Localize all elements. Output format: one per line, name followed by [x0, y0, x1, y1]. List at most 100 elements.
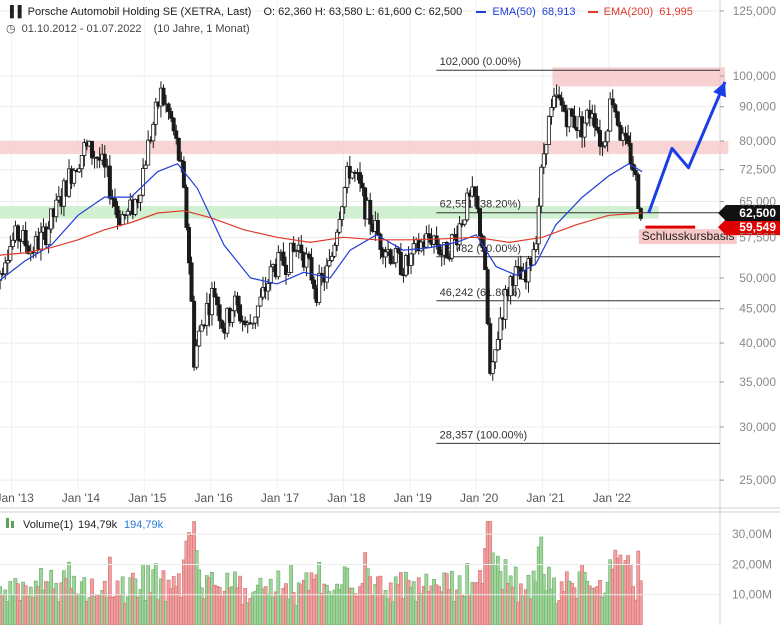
candle-body — [0, 273, 5, 276]
candle-body — [23, 230, 28, 247]
candle-body — [54, 199, 59, 218]
candle-body — [531, 249, 536, 266]
candle-body — [115, 205, 120, 219]
y-tick-label: 90,000 — [739, 100, 776, 114]
candle-body — [375, 220, 380, 235]
projection-arrowhead — [713, 81, 727, 98]
candle-body — [618, 124, 623, 141]
candle-body — [620, 132, 625, 141]
ema50-line — [0, 162, 643, 285]
candle-body — [82, 142, 87, 156]
x-tick-label: Jan '21 — [526, 491, 565, 505]
volume-legend-value: 194,79k — [78, 519, 118, 531]
y-tick-label: 25,000 — [739, 473, 776, 487]
candle-body — [125, 210, 130, 216]
candle-body — [572, 115, 577, 128]
candle-body — [171, 117, 176, 132]
fib-level-label: 46,242 (61.80%) — [440, 287, 521, 299]
candle-body — [306, 253, 311, 258]
header-line-2: ◷ 01.10.2012 - 01.07.2022 (10 Jahre, 1 M… — [6, 22, 253, 35]
candle-body — [46, 228, 51, 246]
header-line-1: ▐▐ Porsche Automobil Holding SE (XETRA, … — [6, 6, 696, 18]
y-tick-label: 80,000 — [739, 134, 776, 148]
ema200-legend-label: EMA(200) — [603, 6, 654, 18]
candle-body — [539, 166, 544, 207]
candle-body — [490, 361, 495, 374]
ema200-line — [0, 210, 643, 256]
ema50-legend-swatch — [476, 11, 487, 14]
candle-body — [360, 182, 365, 189]
candle-body — [544, 144, 549, 155]
x-tick-label: Jan '14 — [62, 491, 101, 505]
candle-body — [215, 296, 220, 306]
candle-body — [623, 132, 628, 137]
candle-body — [199, 324, 204, 332]
resistance-zone-top — [552, 67, 726, 87]
candle-body — [179, 159, 184, 162]
x-tick-label: Jan '15 — [128, 491, 167, 505]
candle-body — [475, 195, 480, 209]
candle-body — [592, 113, 597, 128]
candle-body — [174, 130, 179, 139]
fib-level-label: 102,000 (0.00%) — [440, 56, 521, 68]
candle-body — [38, 231, 43, 250]
candle-body — [549, 107, 554, 117]
support-zone — [0, 206, 659, 219]
candle-body — [582, 122, 587, 138]
volume-icon — [6, 518, 9, 528]
stop-label-box — [638, 229, 737, 245]
candle-body — [383, 251, 388, 258]
candle-body — [483, 247, 488, 271]
candle-body — [615, 111, 620, 126]
volume-bar — [638, 580, 643, 625]
x-tick-label: Jan '17 — [261, 491, 300, 505]
candle-body — [605, 130, 610, 143]
volume-legend-value-2: 194,79k — [124, 519, 164, 531]
last-price-flag-box — [718, 204, 780, 221]
candle-body — [238, 304, 243, 322]
candle-body — [340, 206, 345, 220]
candle-body — [628, 143, 633, 165]
candle-body — [3, 262, 8, 275]
chart-type-icon[interactable]: ▐▐ — [6, 6, 22, 18]
volume-bar — [513, 566, 518, 625]
candle-body — [255, 305, 260, 318]
candle-body — [434, 235, 439, 246]
candle-body — [477, 208, 482, 237]
ema200-legend-value: 61,995 — [659, 6, 693, 18]
candle-body — [633, 169, 638, 176]
candle-body — [192, 300, 197, 368]
fib-level-label: 28,357 (100.00%) — [440, 429, 527, 441]
candle-body — [534, 243, 539, 251]
candle-body — [437, 244, 442, 255]
candle-body — [613, 104, 618, 113]
candle-body — [391, 262, 396, 265]
candle-body — [541, 153, 546, 168]
candle-body — [309, 257, 314, 281]
candle-body — [444, 242, 449, 259]
candle-body — [449, 234, 454, 259]
candle-body — [597, 130, 602, 147]
candle-body — [146, 139, 151, 166]
x-tick-label: Jan '20 — [460, 491, 499, 505]
volume-icon-bar — [11, 521, 14, 528]
candle-body — [493, 349, 498, 363]
candle-body — [209, 288, 214, 316]
last-price-flag-label: 62,500 — [739, 206, 776, 220]
candle-body — [276, 251, 281, 278]
candle-body — [457, 223, 462, 246]
candle-body — [120, 214, 125, 225]
candle-body — [472, 186, 477, 197]
y-tick-label: 30,000 — [739, 420, 776, 434]
volume-panel: 10,00M 20,00M 30,00M Volume(1) 194,79k 194,79… — [0, 518, 772, 625]
candle-body — [329, 255, 334, 261]
candle-body — [465, 192, 470, 221]
candle-body — [72, 170, 77, 184]
candle-body — [153, 101, 158, 125]
candle-body — [636, 174, 641, 209]
candle-body — [299, 244, 304, 254]
candle-body — [217, 304, 222, 322]
candle-body — [212, 288, 217, 298]
candle-body — [608, 98, 613, 132]
